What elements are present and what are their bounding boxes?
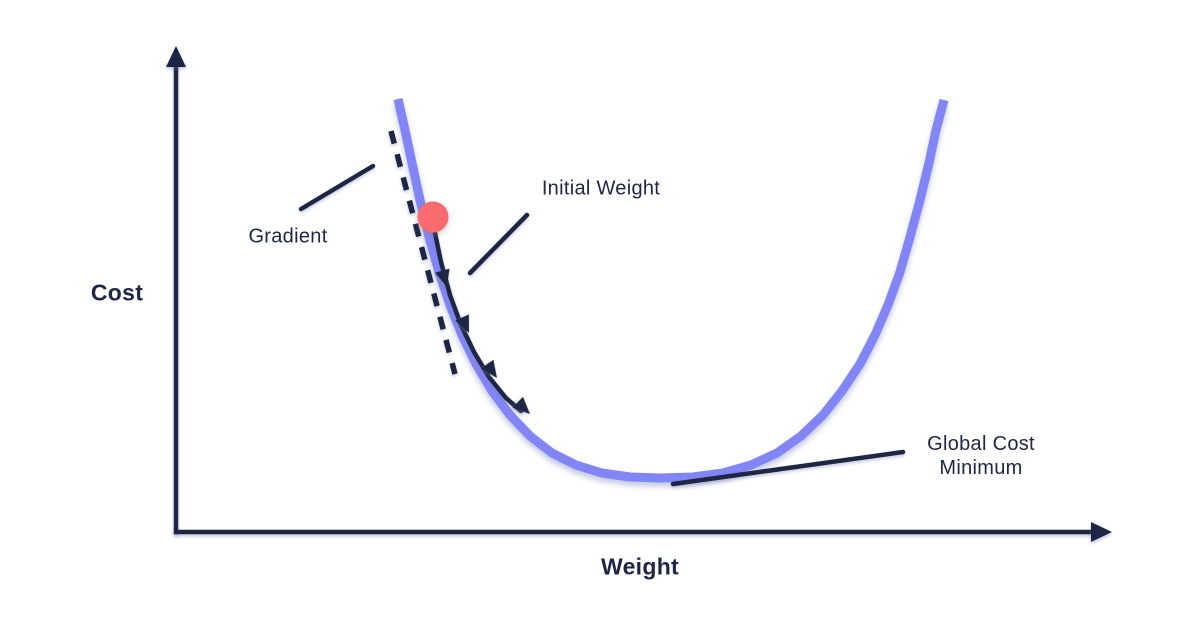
gradient-pointer-line bbox=[298, 163, 376, 212]
global-cost-minimum-pointer-line bbox=[670, 449, 906, 487]
gradient-label: Gradient bbox=[248, 225, 328, 248]
initial-weight-pointer-line bbox=[467, 212, 530, 276]
global-cost-minimum-label-line2: Minimum bbox=[939, 457, 1023, 479]
x-axis-label: Weight bbox=[600, 553, 680, 580]
y-axis-arrowhead-icon bbox=[166, 46, 186, 67]
global-cost-minimum-label-line1: Global Cost bbox=[927, 433, 1035, 455]
descent-arrowhead-icon bbox=[481, 359, 497, 378]
descent-arrowhead-icon bbox=[435, 268, 450, 287]
initial-weight-dot bbox=[417, 201, 449, 233]
descent-arrowhead-icon bbox=[455, 314, 469, 333]
gradient-tangent-dashed-line bbox=[388, 130, 458, 375]
descent-arrowhead-icon bbox=[512, 396, 530, 414]
global-cost-minimum-label: Global Cost Minimum bbox=[927, 432, 1035, 480]
x-axis-arrowhead-icon bbox=[1091, 522, 1112, 542]
cost-curve bbox=[393, 98, 949, 483]
initial-weight-label: Initial Weight bbox=[541, 177, 661, 200]
y-axis-label: Cost bbox=[90, 279, 144, 306]
descent-steps-line bbox=[431, 225, 524, 414]
